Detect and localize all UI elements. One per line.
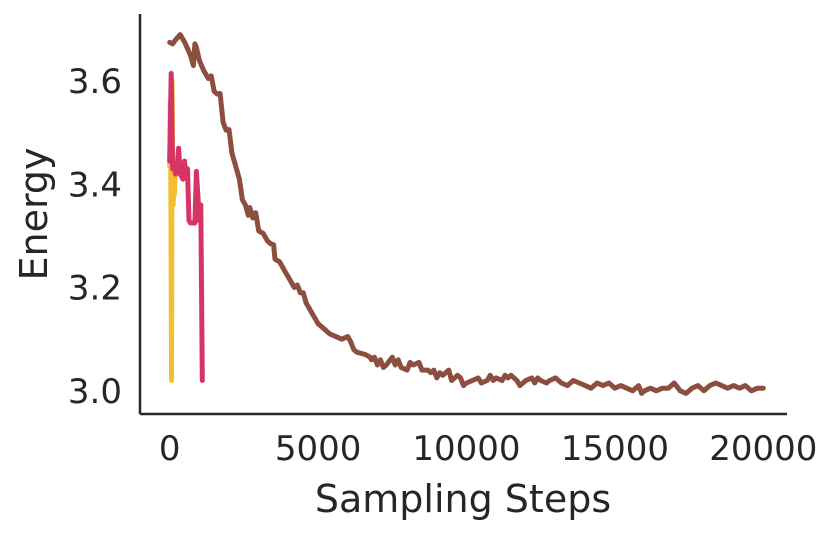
- tick-layer: 0 5000 10000 15000 20000 3.0 3.2 3.4 3.6: [68, 62, 817, 469]
- x-axis-label: Sampling Steps: [315, 477, 611, 521]
- series-layer: [167, 32, 766, 396]
- y-axis-label: Energy: [12, 147, 56, 280]
- x-tick-label: 20000: [709, 429, 817, 469]
- x-tick-label: 10000: [412, 429, 520, 469]
- y-tick-label: 3.0: [68, 372, 122, 412]
- x-tick-label: 0: [159, 429, 181, 469]
- x-tick-label: 5000: [275, 429, 362, 469]
- y-tick-label: 3.2: [68, 269, 122, 309]
- series-line-3: [167, 70, 205, 383]
- y-tick-label: 3.6: [68, 62, 122, 102]
- x-tick-label: 15000: [561, 429, 669, 469]
- series-line-1: [167, 32, 766, 396]
- y-tick-label: 3.4: [68, 165, 122, 205]
